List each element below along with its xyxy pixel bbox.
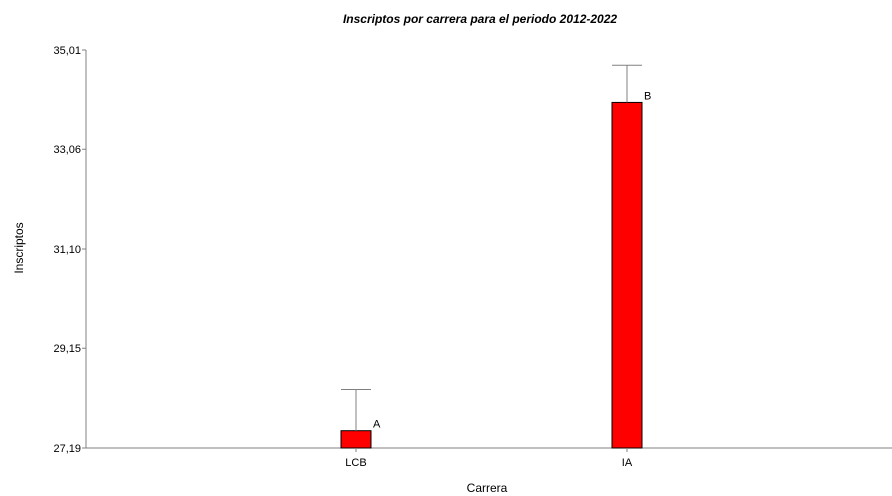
bar bbox=[611, 101, 643, 449]
y-tick-label: 31,10 bbox=[53, 244, 81, 256]
y-tick-label: 35,01 bbox=[53, 45, 81, 57]
plot-area: 27,19 29,15 31,10 33,06 35,01 A LCB B IA bbox=[53, 45, 892, 469]
x-axis-label: Carrera bbox=[467, 481, 508, 495]
group-letter-label: A bbox=[373, 419, 381, 431]
y-tick-label: 29,15 bbox=[53, 343, 81, 355]
x-tick-label: IA bbox=[622, 457, 633, 469]
chart-title: Inscriptos por carrera para el periodo 2… bbox=[343, 12, 617, 26]
y-axis-label: Inscriptos bbox=[12, 222, 26, 273]
y-tick-label: 33,06 bbox=[53, 144, 81, 156]
y-tick-label: 27,19 bbox=[53, 443, 81, 455]
group-letter-label: B bbox=[644, 90, 651, 102]
bar bbox=[340, 430, 372, 449]
x-tick-label: LCB bbox=[345, 457, 366, 469]
